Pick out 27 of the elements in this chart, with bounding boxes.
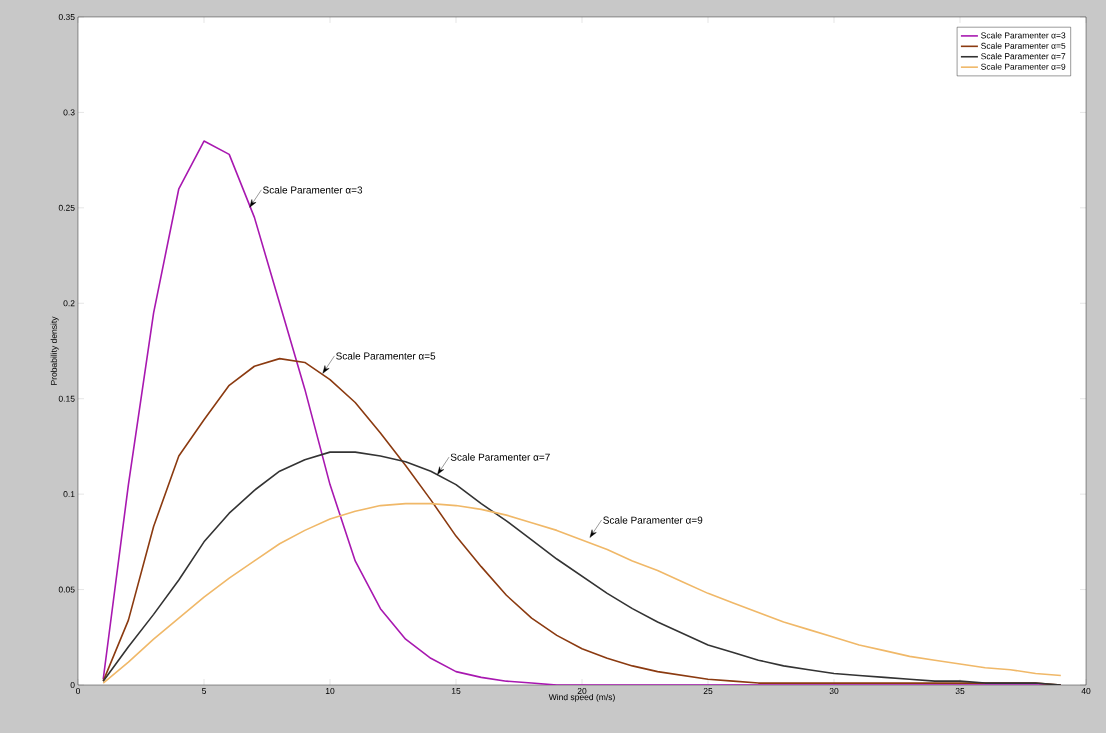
y-tick-label: 0.1 — [63, 491, 75, 498]
legend-label: Scale Paramenter α=7 — [981, 53, 1066, 60]
annotation: Scale Paramenter α=5 — [336, 352, 436, 360]
annotation: Scale Paramenter α=9 — [603, 516, 703, 524]
y-tick-label: 0.25 — [58, 204, 75, 211]
y-tick-label: 0.35 — [58, 13, 75, 20]
annotation: Scale Paramenter α=7 — [450, 453, 550, 461]
y-tick-label: 0.15 — [58, 395, 75, 402]
y-tick-label: 0.05 — [58, 586, 75, 593]
legend-label: Scale Paramenter α=3 — [981, 32, 1066, 39]
x-tick-label: 15 — [451, 688, 461, 694]
y-tick-label: 0 — [70, 681, 75, 688]
x-tick-label: 5 — [201, 688, 207, 694]
y-tick-label: 0.3 — [63, 109, 75, 116]
annotation: Scale Paramenter α=3 — [263, 186, 363, 194]
y-axis-title: Probability density — [50, 316, 59, 385]
x-tick-label: 40 — [1081, 688, 1091, 695]
x-tick-label: 30 — [829, 688, 839, 695]
y-tick-label: 0.2 — [63, 300, 75, 307]
legend-label: Scale Paramenter α=9 — [981, 63, 1066, 70]
x-tick-label: 20 — [577, 688, 587, 695]
x-tick-label: 25 — [703, 688, 713, 695]
x-axis-title: Wind speed (m/s) — [548, 693, 615, 702]
x-tick-label: 10 — [325, 688, 335, 695]
legend-label: Scale Paramenter α=5 — [981, 42, 1066, 49]
x-tick-label: 0 — [75, 688, 81, 695]
x-tick-label: 35 — [955, 688, 965, 695]
